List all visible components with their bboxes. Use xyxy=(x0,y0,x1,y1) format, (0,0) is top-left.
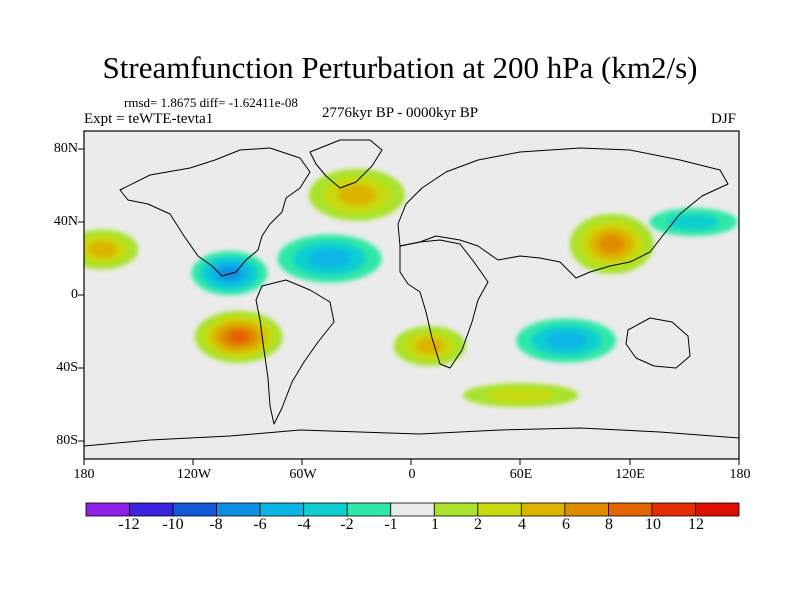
y-tick-label: 80N xyxy=(53,141,78,156)
experiment-label: Expt = teWTE-tevta1 xyxy=(84,111,214,127)
colorbar-label: 8 xyxy=(605,516,613,533)
colorbar-label: -4 xyxy=(297,516,311,533)
colorbar-label: 4 xyxy=(518,516,526,533)
colorbar-swatch xyxy=(346,502,392,517)
contour-band xyxy=(414,337,445,355)
antarctica-coastline xyxy=(84,427,739,447)
x-tick-label: 180 xyxy=(73,467,95,482)
contour-feature xyxy=(569,213,654,274)
colorbar-swatch xyxy=(695,502,740,517)
contour-band xyxy=(227,330,251,344)
contour-feature xyxy=(277,234,382,283)
x-tick-label: 0 xyxy=(408,467,416,482)
eurasia-coastline xyxy=(397,147,729,279)
colorbar-swatch xyxy=(129,502,174,517)
axis-ticks xyxy=(78,148,740,465)
y-tick-label: 40S xyxy=(56,360,78,375)
colorbar-swatch xyxy=(390,502,435,517)
y-tick-label: 0 xyxy=(71,287,78,302)
north-america-coastline xyxy=(119,147,311,277)
y-tick-label: 40N xyxy=(53,214,78,229)
contour-feature xyxy=(462,383,579,408)
colorbar-label: 1 xyxy=(431,516,439,533)
contour-band xyxy=(217,266,242,281)
colorbar-swatch xyxy=(608,502,653,517)
contour-feature xyxy=(393,326,466,367)
colorbar-label: 12 xyxy=(688,516,704,533)
period-label: 2776kyr BP - 0000kyr BP xyxy=(322,105,479,121)
colorbar-label: -2 xyxy=(340,516,354,533)
colorbar-label: -1 xyxy=(384,516,398,533)
contour-feature xyxy=(194,310,283,363)
contour-band xyxy=(598,234,626,254)
contour-band xyxy=(545,331,587,350)
colorbar-swatch xyxy=(564,502,609,517)
colorbar-label: -6 xyxy=(253,516,267,533)
contour-feature xyxy=(308,168,405,221)
season-label: DJF xyxy=(711,111,737,127)
contour-feature xyxy=(516,318,617,363)
contour-band xyxy=(87,241,118,258)
x-tick-label: 120E xyxy=(615,467,645,482)
colorbar-label: 2 xyxy=(474,516,482,533)
chart-title: Streamfunction Perturbation at 200 hPa (… xyxy=(102,50,698,85)
colorbar-label: -12 xyxy=(118,516,140,533)
colorbar-swatch xyxy=(477,502,522,517)
colorbar-label: 6 xyxy=(562,516,570,533)
colorbar-swatch xyxy=(433,502,479,517)
australia-coastline xyxy=(625,317,691,369)
x-tick-label: 60E xyxy=(509,467,533,482)
colorbar-swatch xyxy=(172,502,217,517)
plot-background xyxy=(84,131,739,459)
x-tick-label: 180 xyxy=(729,467,751,482)
colorbar-label: 10 xyxy=(645,516,661,533)
stats-label: rmsd= 1.8675 diff= -1.62411e-08 xyxy=(124,95,298,110)
greenland-coastline xyxy=(309,139,383,189)
contour-feature xyxy=(84,229,139,270)
colorbar-swatch xyxy=(85,502,130,517)
y-tick-label: 80S xyxy=(56,433,78,448)
africa-coastline xyxy=(399,239,489,369)
colorbar-swatch xyxy=(303,502,348,517)
colorbar-swatch xyxy=(520,502,566,517)
contour-band xyxy=(667,213,720,231)
colorbar-swatch xyxy=(259,502,305,517)
contour-band xyxy=(486,388,555,403)
colorbar-label: -10 xyxy=(162,516,184,533)
contour-band xyxy=(337,184,377,206)
south-america-coastline xyxy=(255,279,335,425)
x-tick-label: 60W xyxy=(289,467,317,482)
colorbar-label: -8 xyxy=(209,516,223,533)
x-tick-label: 120W xyxy=(176,467,212,482)
contour-band xyxy=(308,248,352,269)
colorbar-swatch xyxy=(651,502,696,517)
colorbar-swatch xyxy=(216,502,261,517)
contour-feature xyxy=(191,251,268,296)
contour-feature xyxy=(649,208,738,237)
